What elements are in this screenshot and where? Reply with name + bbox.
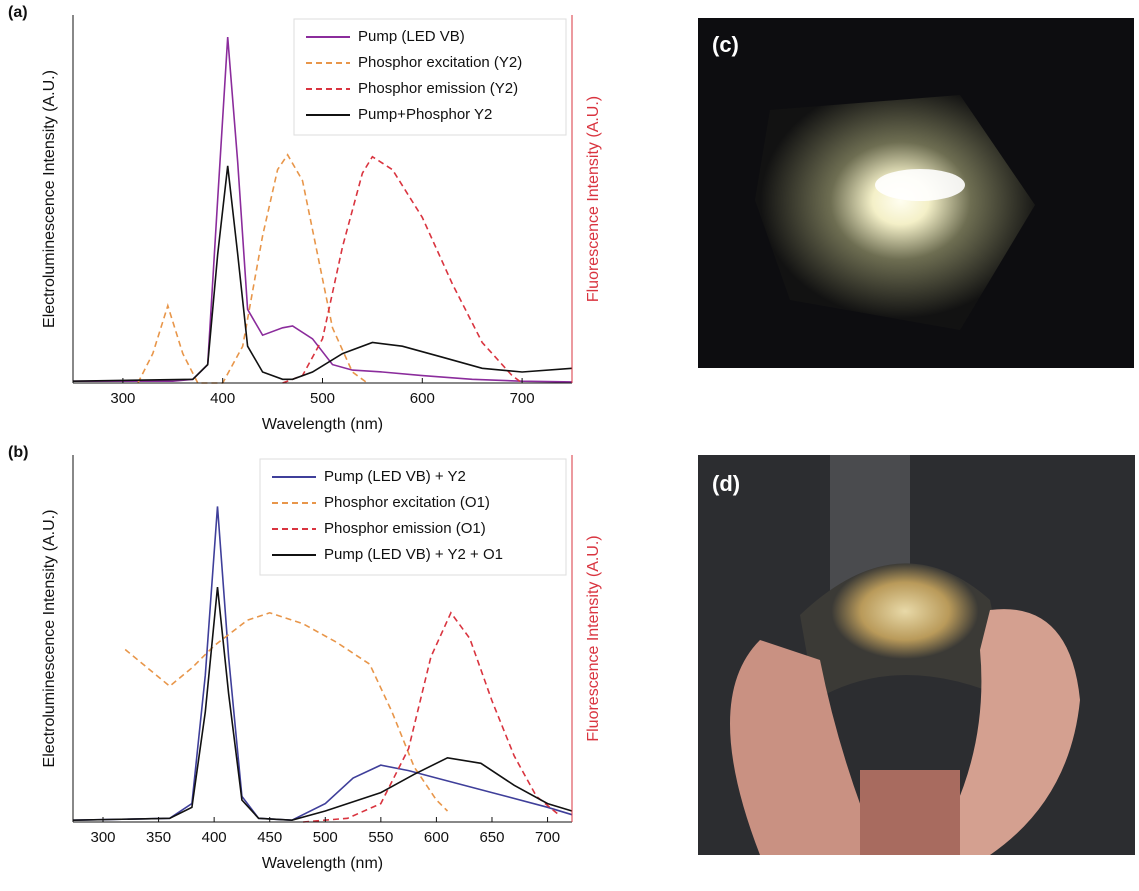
photo-c (698, 18, 1134, 368)
photo-d (698, 455, 1135, 855)
x-tick-label: 350 (146, 829, 171, 846)
legend-label: Phosphor excitation (Y2) (358, 54, 522, 71)
series-line (282, 155, 523, 384)
legend: Pump (LED VB) Phosphor excitation (Y2) Pho… (293, 18, 567, 136)
y2-axis-label: Fluorescence Intensity (A.U.) (585, 96, 602, 302)
x-tick-label: 300 (90, 829, 115, 846)
y-axis-label: Electroluminescence Intensity (A.U.) (41, 70, 58, 328)
x-tick-label: 700 (535, 829, 560, 846)
panel-label: (a) (8, 4, 28, 21)
x-tick-label: 400 (210, 390, 235, 407)
legend-label: Pump (LED VB) + Y2 + O1 (324, 546, 503, 563)
legend-label: Phosphor emission (Y2) (358, 80, 518, 97)
series-line (72, 587, 573, 822)
legend-label: Phosphor excitation (O1) (324, 494, 490, 511)
x-axis-label: Wavelength (nm) (262, 416, 383, 433)
legend-label: Pump+Phosphor Y2 (358, 106, 492, 123)
photo-label: (d) (712, 471, 740, 496)
y2-axis-label: Fluorescence Intensity (A.U.) (585, 535, 602, 741)
x-tick-label: 450 (257, 829, 282, 846)
x-tick-label: 550 (368, 829, 393, 846)
series-line (137, 153, 368, 384)
x-tick-label: 600 (424, 829, 449, 846)
x-tick-label: 500 (310, 390, 335, 407)
photo-label: (c) (712, 32, 739, 57)
y-axis-label: Electroluminescence Intensity (A.U.) (41, 510, 58, 768)
legend: Pump (LED VB) + Y2 Phosphor excitation (O… (259, 458, 567, 576)
legend-label: Pump (LED VB) (358, 28, 465, 45)
series-line (72, 165, 573, 382)
legend-label: Phosphor emission (O1) (324, 520, 486, 537)
x-tick-label: 700 (510, 390, 535, 407)
panel-label: (b) (8, 444, 28, 461)
x-axis-label: Wavelength (nm) (262, 855, 383, 872)
series-line (124, 611, 449, 812)
x-tick-label: 300 (110, 390, 135, 407)
series-line (303, 611, 560, 823)
x-tick-label: 650 (479, 829, 504, 846)
x-tick-label: 400 (202, 829, 227, 846)
legend-label: Pump (LED VB) + Y2 (324, 468, 466, 485)
x-tick-label: 500 (313, 829, 338, 846)
x-tick-label: 600 (410, 390, 435, 407)
